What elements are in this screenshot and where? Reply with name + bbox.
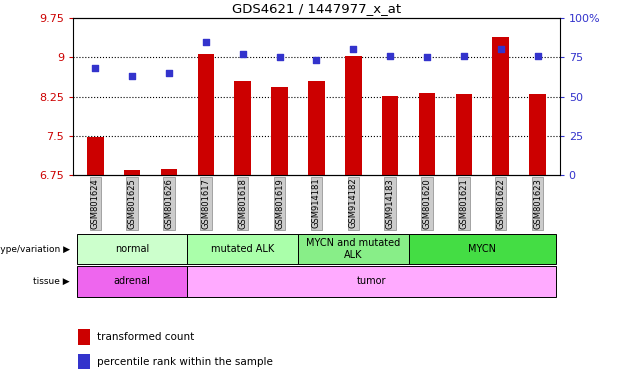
FancyBboxPatch shape bbox=[188, 233, 298, 264]
Title: GDS4621 / 1447977_x_at: GDS4621 / 1447977_x_at bbox=[232, 2, 401, 15]
Point bbox=[385, 53, 395, 59]
Text: MYCN and mutated
ALK: MYCN and mutated ALK bbox=[306, 238, 401, 260]
Bar bbox=[124, 170, 141, 175]
Bar bbox=[455, 94, 472, 175]
Text: MYCN: MYCN bbox=[468, 244, 496, 254]
Point bbox=[422, 54, 432, 60]
Text: normal: normal bbox=[115, 244, 149, 254]
Point bbox=[312, 57, 321, 63]
Bar bbox=[78, 329, 90, 344]
Point bbox=[348, 46, 358, 53]
Point bbox=[495, 46, 506, 53]
Text: transformed count: transformed count bbox=[97, 332, 195, 342]
Bar bbox=[272, 86, 288, 175]
FancyBboxPatch shape bbox=[408, 233, 556, 264]
Point bbox=[532, 53, 543, 59]
Bar bbox=[161, 169, 177, 175]
Text: tissue ▶: tissue ▶ bbox=[33, 277, 70, 286]
Point bbox=[275, 54, 285, 60]
Bar bbox=[418, 93, 435, 175]
Bar bbox=[198, 54, 214, 175]
Bar bbox=[87, 137, 104, 175]
Text: mutated ALK: mutated ALK bbox=[211, 244, 274, 254]
Point bbox=[201, 38, 211, 45]
FancyBboxPatch shape bbox=[298, 233, 408, 264]
Point bbox=[90, 65, 100, 71]
FancyBboxPatch shape bbox=[188, 266, 556, 297]
Text: percentile rank within the sample: percentile rank within the sample bbox=[97, 357, 273, 367]
Bar bbox=[345, 56, 361, 175]
Bar bbox=[529, 94, 546, 175]
Text: tumor: tumor bbox=[357, 276, 387, 286]
Text: adrenal: adrenal bbox=[114, 276, 151, 286]
Point bbox=[459, 53, 469, 59]
Point bbox=[238, 51, 248, 57]
Bar bbox=[308, 81, 325, 175]
Text: genotype/variation ▶: genotype/variation ▶ bbox=[0, 245, 70, 253]
Bar bbox=[235, 81, 251, 175]
Bar bbox=[78, 354, 90, 369]
Bar bbox=[492, 37, 509, 175]
FancyBboxPatch shape bbox=[77, 233, 188, 264]
Point bbox=[164, 70, 174, 76]
Bar bbox=[382, 96, 398, 175]
Point bbox=[127, 73, 137, 79]
FancyBboxPatch shape bbox=[77, 266, 188, 297]
